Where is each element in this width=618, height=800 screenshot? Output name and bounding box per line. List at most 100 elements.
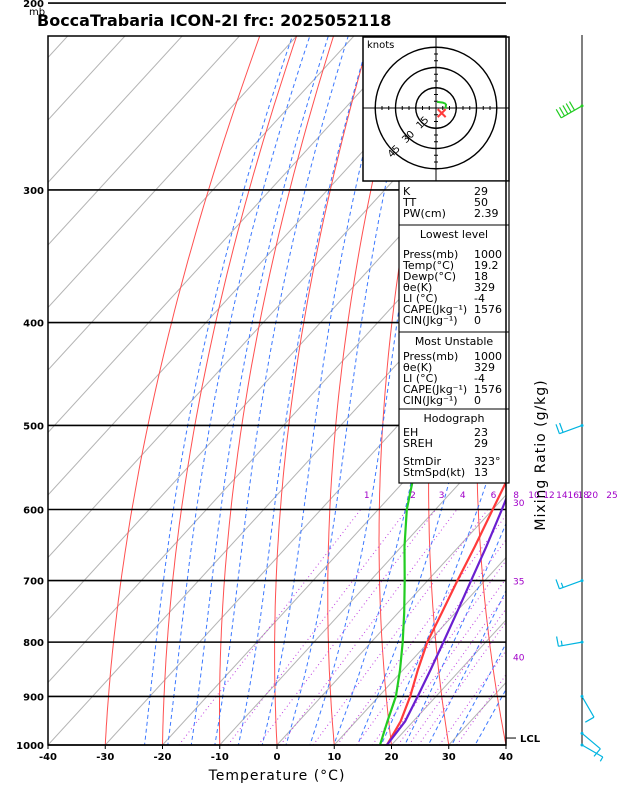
isotherm-line <box>219 431 506 745</box>
x-axis-title: Temperature (°C) <box>208 768 346 784</box>
index-label: LI (°C) <box>403 372 438 385</box>
wind-barb-shaft <box>558 641 583 647</box>
dry-adiabat <box>612 0 618 768</box>
pressure-tick-label: 200 <box>23 0 44 10</box>
wind-barb-half-flag <box>560 640 563 646</box>
index-label: Dewp(°C) <box>403 270 456 283</box>
dry-adiabat <box>274 36 371 745</box>
mixing-ratio-label: 18 <box>578 491 590 501</box>
index-value: 50 <box>474 196 488 209</box>
pressure-tick-label: 900 <box>23 692 44 703</box>
isotherm-line <box>48 36 470 496</box>
isotherm-line <box>333 556 506 745</box>
wind-barb-dot <box>580 423 584 427</box>
wind-barb-shaft <box>581 732 601 750</box>
wind-barb-flag <box>585 716 595 723</box>
isotherm-line <box>276 494 506 745</box>
mixing-ratio-label: 16 <box>567 491 579 501</box>
index-label: CAPE(Jkg⁻¹) <box>403 303 467 316</box>
mixing-ratio-label: 20 <box>587 491 599 501</box>
index-value: 1000 <box>474 350 502 363</box>
plot-frame <box>47 35 507 746</box>
pressure-tick-label: 400 <box>23 319 44 330</box>
lcl-label: LCL <box>520 734 541 745</box>
pressure-tick-label: 600 <box>23 506 44 517</box>
dry-adiabat <box>104 36 261 745</box>
mixing-ratio-axis-title: Mixing Ratio (g/kg) <box>533 379 549 530</box>
temperature-tick-labels: -40 -30 -20 -10 0 10 20 30 40 LCL <box>39 734 541 763</box>
wind-barb-dot <box>580 640 584 644</box>
mixing-ratio-label: 6 <box>491 491 497 501</box>
temperature-tick-label: 10 <box>327 752 341 763</box>
index-label: Temp(°C) <box>402 259 454 272</box>
background-lines <box>48 0 618 768</box>
dry-adiabat-label: 35 <box>513 578 524 588</box>
index-value: 2.39 <box>474 207 499 220</box>
index-value: 18 <box>474 270 488 283</box>
mixing-ratio-labels: 1234681012141618202530303540 <box>364 491 618 664</box>
mixing-ratio-label: 25 <box>606 491 617 501</box>
wind-barb-half-flag <box>599 756 604 762</box>
index-label: CAPE(Jkg⁻¹) <box>403 383 467 396</box>
wind-barb-dot <box>580 579 584 583</box>
isotherm-line <box>48 36 355 371</box>
index-label: K <box>403 185 411 198</box>
hodograph-trace <box>444 103 448 109</box>
pressure-tick-label: 800 <box>23 638 44 649</box>
index-label: TT <box>402 196 417 209</box>
mixing-ratio-line <box>257 509 437 745</box>
temperature-tick-label: -40 <box>39 752 57 763</box>
chart-title: BoccaTrabaria ICON-2I frc: 2025052118 <box>37 11 391 30</box>
index-label: StmSpd(kt) <box>403 466 465 479</box>
dry-adiabat-label: 40 <box>513 653 525 663</box>
wind-barb-flag <box>568 101 576 111</box>
pressure-tick-label: 500 <box>23 422 44 433</box>
index-value: -4 <box>474 292 485 305</box>
isotherm-line <box>48 36 298 309</box>
index-label: θe(K) <box>403 361 432 374</box>
temperature-tick-label: -30 <box>96 752 114 763</box>
wind-barbs <box>555 101 604 762</box>
indices-rows: K 29 TT 50 PW(cm) 2.39 Lowest level Press(mb) 10… <box>399 185 509 479</box>
dry-adiabat-label: 30 <box>513 499 525 509</box>
index-value: 323° <box>474 455 501 468</box>
mixing-ratio-line <box>227 509 408 745</box>
isotherm-line <box>162 369 506 745</box>
isotherm-line <box>48 56 506 559</box>
mixing-ratio-label: 14 <box>556 491 568 501</box>
wind-barb-flag <box>556 636 559 647</box>
indices-section-header: Hodograph <box>424 412 485 425</box>
indices-section-header: Most Unstable <box>415 335 494 348</box>
wind-barb-dot <box>580 104 584 108</box>
wind-barb-dot <box>580 694 584 698</box>
temperature-tick-label: 30 <box>442 752 456 763</box>
dry-adiabat <box>568 0 618 768</box>
wind-barb-flag <box>562 105 569 115</box>
wind-barb-dot <box>580 731 584 735</box>
indices-section-header: Lowest level <box>420 228 488 241</box>
dry-adiabat <box>161 36 298 745</box>
index-label: StmDir <box>403 455 442 468</box>
index-value: 19.2 <box>474 259 499 272</box>
hodograph-trace <box>436 100 447 105</box>
pressure-tick-label: 1000 <box>16 741 44 752</box>
wind-barb-shaft <box>581 744 604 758</box>
mixing-ratio-label: 8 <box>513 491 519 501</box>
index-value: 0 <box>474 314 481 327</box>
mixing-ratio-line <box>312 509 489 745</box>
index-value: 29 <box>474 437 488 450</box>
mixing-ratio-label: 12 <box>543 491 554 501</box>
wind-barb-flag <box>593 748 601 757</box>
mixing-ratio-label: 2 <box>410 491 416 501</box>
index-label: PW(cm) <box>403 207 446 220</box>
mixing-ratio-line <box>280 509 458 745</box>
isotherm-line <box>48 244 506 745</box>
temperature-tick-label: -20 <box>153 752 171 763</box>
isotherm-line <box>48 181 506 684</box>
index-label: θe(K) <box>403 281 432 294</box>
index-label: Press(mb) <box>403 350 458 363</box>
temperature-trace <box>385 479 506 745</box>
index-label: CIN(Jkg⁻¹) <box>403 314 458 327</box>
